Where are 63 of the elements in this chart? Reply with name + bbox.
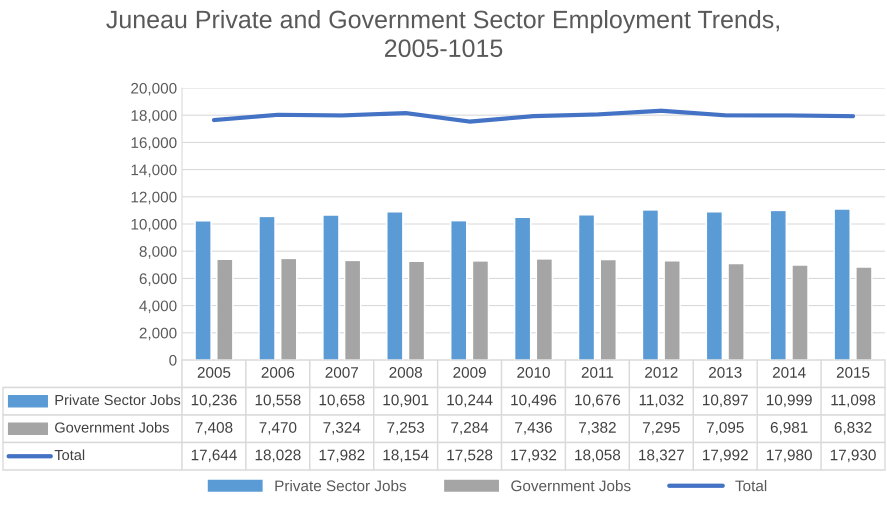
data-label: 6,832	[834, 422, 872, 435]
y-tick-label: 16,000	[132, 137, 177, 150]
data-label: 11,098	[831, 394, 876, 408]
data-label: 10,244	[447, 394, 493, 408]
line-series	[212, 108, 856, 124]
data-label: 17,528	[447, 450, 492, 462]
y-tick-label: 14,000	[132, 164, 177, 178]
x-tick-label: 2015	[836, 367, 870, 378]
data-label: 7,284	[451, 422, 488, 435]
y-tick-label: 0	[169, 354, 177, 366]
text: Government Jobs	[511, 480, 631, 492]
x-tick-label: 2009	[453, 367, 486, 378]
data-label: 18,154	[383, 450, 429, 462]
data-label: 10,897	[703, 394, 748, 408]
data-label: 11,032	[640, 394, 684, 408]
data-label: 10,676	[575, 394, 620, 408]
x-tick-label: 2012	[645, 367, 678, 378]
data-label: 7,470	[260, 422, 296, 435]
data-label: 17,930	[830, 450, 876, 462]
data-label: 18,028	[256, 450, 301, 462]
x-tick-label: 2006	[262, 367, 294, 378]
data-label: 10,999	[766, 394, 812, 408]
data-label: 10,496	[511, 394, 556, 408]
data-label: 7,324	[323, 422, 360, 435]
data-label: 7,382	[579, 422, 616, 435]
data-label: 7,408	[196, 422, 232, 435]
data-label: 10,658	[320, 394, 364, 408]
text: Total	[735, 480, 766, 492]
data-label: 10,558	[256, 394, 301, 408]
legend-label: Government Jobs	[55, 422, 169, 433]
chart-title: Juneau Private and Government Sector Employment Trends, 2005-1015	[106, 10, 779, 58]
data-label: 17,980	[766, 450, 812, 462]
y-tick-label: 18,000	[132, 110, 177, 123]
data-label: 17,992	[703, 450, 748, 462]
data-label: 17,932	[511, 450, 556, 462]
legend-label: Private Sector Jobs	[56, 394, 180, 406]
text: Private Sector Jobs	[275, 480, 406, 492]
data-label: 10,236	[192, 394, 237, 408]
x-tick-label: 2007	[326, 367, 358, 378]
data-label: 7,095	[706, 422, 744, 435]
data-label: 17,982	[320, 450, 364, 462]
data-label: 7,436	[515, 422, 552, 435]
x-tick-label: 2005	[198, 367, 230, 378]
x-tick-label: 2010	[517, 367, 550, 378]
data-label: 17,644	[192, 450, 237, 462]
y-tick-label: 4,000	[139, 300, 177, 314]
y-tick-label: 8,000	[140, 246, 177, 259]
y-tick-label: 10,000	[132, 218, 177, 232]
data-label: 7,295	[642, 422, 680, 435]
data-label: 10,901	[383, 394, 428, 408]
x-tick-label: 2008	[389, 367, 422, 378]
x-tick-label: 2013	[709, 367, 742, 378]
x-tick-label: 2014	[772, 367, 806, 378]
y-tick-label: 2,000	[140, 328, 177, 340]
y-tick-label: 20,000	[131, 82, 177, 96]
x-tick-label: 2011	[582, 367, 614, 378]
data-label: 6,981	[770, 422, 808, 435]
data-label: 7,253	[387, 422, 424, 435]
legend-label: Total	[54, 449, 84, 460]
data-label: 18,058	[575, 450, 620, 462]
y-tick-label: 6,000	[140, 273, 177, 286]
y-tick-label: 12,000	[132, 192, 177, 204]
data-label: 18,327	[639, 450, 684, 462]
